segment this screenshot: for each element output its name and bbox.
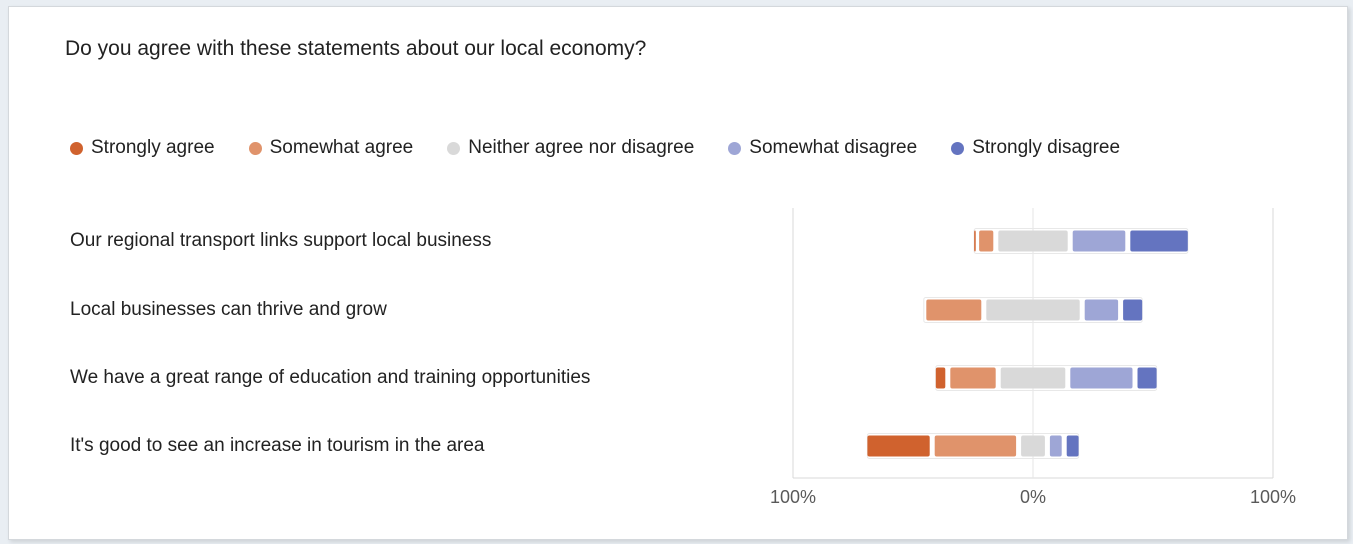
legend: Strongly agree Somewhat agree Neither agre… [70, 137, 1154, 159]
bar-strongly-agree [974, 230, 976, 252]
bar-neither-agree-nor-disagree [998, 230, 1068, 252]
legend-label: Strongly agree [91, 137, 215, 158]
x-tick-label: 100% [1250, 487, 1296, 507]
legend-item: Strongly disagree [951, 137, 1120, 159]
legend-item: Somewhat agree [248, 137, 414, 159]
legend-dot-icon [248, 141, 262, 155]
bar-strongly-agree [867, 435, 930, 457]
legend-dot-icon [728, 141, 742, 155]
legend-item: Neither agree nor disagree [447, 137, 694, 159]
x-tick-label: 0% [1020, 487, 1046, 507]
legend-item: Strongly agree [70, 137, 215, 159]
bar-strongly-disagree [1130, 230, 1188, 252]
bar-strongly-disagree [1123, 299, 1143, 321]
category-label: We have a great range of education and t… [70, 367, 591, 388]
bar-somewhat-disagree [1084, 299, 1119, 321]
bar-neither-agree-nor-disagree [1021, 435, 1045, 457]
bar-somewhat-agree [950, 367, 996, 389]
legend-dot-icon [70, 141, 83, 155]
bar-somewhat-agree [926, 299, 982, 321]
legend-label: Strongly disagree [972, 137, 1121, 158]
legend-item: Somewhat disagree [728, 137, 917, 159]
bar-neither-agree-nor-disagree [986, 299, 1080, 321]
bar-strongly-agree [935, 367, 946, 389]
bar-strongly-disagree [1066, 435, 1079, 457]
category-label: It's good to see an increase in tourism … [70, 435, 485, 456]
legend-label: Somewhat agree [269, 137, 414, 158]
chart-card [8, 6, 1348, 540]
bar-neither-agree-nor-disagree [1000, 367, 1066, 389]
legend-label: Neither agree nor disagree [468, 137, 695, 158]
bar-somewhat-disagree [1049, 435, 1062, 457]
category-label: Local businesses can thrive and grow [70, 299, 387, 320]
chart-title: Do you agree with these statements about… [65, 37, 647, 60]
category-label: Our regional transport links support loc… [70, 230, 492, 251]
legend-dot-icon [951, 141, 965, 155]
bar-somewhat-agree [934, 435, 1017, 457]
x-tick-label: 100% [770, 487, 816, 507]
bar-somewhat-disagree [1072, 230, 1126, 252]
bar-somewhat-disagree [1070, 367, 1133, 389]
legend-dot-icon [447, 141, 461, 155]
bar-somewhat-agree [979, 230, 994, 252]
bar-strongly-disagree [1137, 367, 1157, 389]
legend-label: Somewhat disagree [749, 137, 918, 158]
